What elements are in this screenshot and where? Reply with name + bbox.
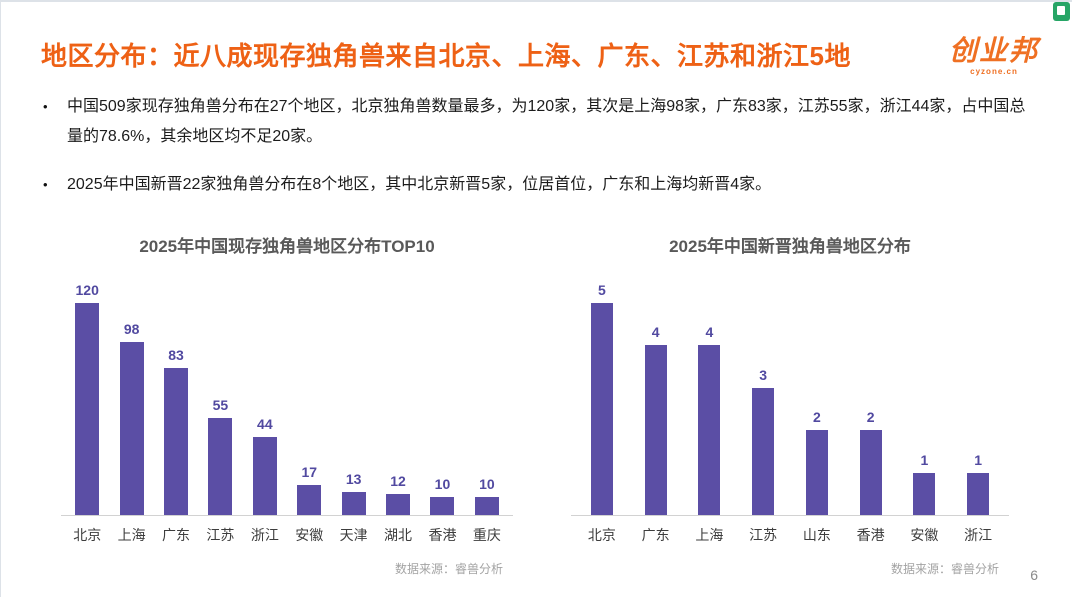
data-source-note: 数据来源：睿兽分析 xyxy=(890,562,999,576)
browser-extension-badge-icon[interactable] xyxy=(1053,2,1070,21)
chart-plot-area: 120 98 83 55 44 17 13 12 10 10 xyxy=(61,268,513,516)
bar-value-label: 98 xyxy=(123,321,140,337)
bar-column-广东: 4 xyxy=(629,324,683,515)
bar-column-北京: 5 xyxy=(575,282,629,515)
bar-value-label: 2 xyxy=(812,409,821,425)
bar-column-上海: 98 xyxy=(109,321,153,515)
bar-value-label: 83 xyxy=(168,347,184,363)
bar-column-江苏: 55 xyxy=(198,397,242,515)
chart-new-unicorns: 2025年中国新晋独角兽地区分布 5 4 4 3 2 2 1 1 北京 广东 上海 江苏 山东 香港 安徽… xyxy=(571,232,1009,577)
chart-category-axis: 北京 广东 上海 江苏 山东 香港 安徽 浙江 xyxy=(571,525,1009,545)
category-label: 江苏 xyxy=(749,527,778,543)
chart-category-axis: 北京 上海 广东 江苏 浙江 安徽 天津 湖北 香港 重庆 xyxy=(61,525,513,545)
category-label: 浙江 xyxy=(964,527,993,543)
bar-value-label: 44 xyxy=(257,416,273,432)
bar-column-重庆: 10 xyxy=(465,476,509,515)
bar-value-label: 1 xyxy=(920,452,929,468)
bar-column-北京: 120 xyxy=(65,282,109,515)
bar-value-label: 120 xyxy=(75,282,99,298)
bar-column-浙江: 1 xyxy=(951,452,1005,515)
bar xyxy=(752,388,775,515)
bar-value-label: 1 xyxy=(974,452,983,468)
bar-value-label: 10 xyxy=(434,476,451,492)
page-number: 6 xyxy=(1030,567,1038,583)
bullet-item: • 2025年中国新晋22家独角兽分布在8个地区，其中北京新晋5家，位居首位，广… xyxy=(41,170,1041,200)
charts-row: 2025年中国现存独角兽地区分布TOP10 120 98 83 55 44 17 13 12 1… xyxy=(61,232,1009,577)
bar xyxy=(75,303,100,515)
bar xyxy=(252,437,277,515)
bar-value-label: 4 xyxy=(705,324,714,340)
bar-value-label: 17 xyxy=(301,464,318,480)
data-source-note: 数据来源：睿兽分析 xyxy=(394,562,503,576)
bar-value-label: 5 xyxy=(597,282,606,298)
bar xyxy=(474,497,499,515)
bullet-dot-icon: • xyxy=(43,177,48,192)
category-label: 北京 xyxy=(73,527,102,543)
bar xyxy=(590,303,613,515)
bar-column-安徽: 1 xyxy=(898,452,952,515)
chart-title: 2025年中国新晋独角兽地区分布 xyxy=(669,237,911,256)
bar-column-上海: 4 xyxy=(683,324,737,515)
category-label: 重庆 xyxy=(472,527,501,543)
bar-value-label: 12 xyxy=(390,473,406,489)
bar-value-label: 55 xyxy=(212,397,229,413)
category-label: 江苏 xyxy=(206,527,235,543)
bar-value-label: 4 xyxy=(651,324,660,340)
bar xyxy=(430,497,455,515)
bar-column-山东: 2 xyxy=(790,409,844,515)
category-label: 香港 xyxy=(428,527,457,543)
bar xyxy=(967,473,990,515)
chart-title: 2025年中国现存独角兽地区分布TOP10 xyxy=(139,237,435,256)
bar-column-天津: 13 xyxy=(331,471,375,515)
category-label: 湖北 xyxy=(384,527,413,543)
category-label: 上海 xyxy=(117,527,146,543)
bar xyxy=(119,342,144,515)
bar-column-广东: 83 xyxy=(154,347,198,515)
bar xyxy=(644,345,667,515)
bar xyxy=(386,494,411,515)
bullet-text: 中国509家现存独角兽分布在27个地区，北京独角兽数量最多，为120家，其次是上… xyxy=(67,98,1026,145)
bullet-item: • 中国509家现存独角兽分布在27个地区，北京独角兽数量最多，为120家，其次… xyxy=(41,92,1041,152)
bar-value-label: 10 xyxy=(479,476,495,492)
category-label: 浙江 xyxy=(250,527,279,543)
category-label: 天津 xyxy=(339,527,368,543)
category-label: 上海 xyxy=(695,527,724,543)
category-label: 安徽 xyxy=(295,527,324,543)
bullet-text: 2025年中国新晋22家独角兽分布在8个地区，其中北京新晋5家，位居首位，广东和… xyxy=(67,176,772,193)
cyzone-logo: 创业邦 cyzone.cn xyxy=(944,35,1044,77)
bullet-dot-icon: • xyxy=(43,99,48,114)
category-label: 广东 xyxy=(162,527,191,543)
chart-existing-unicorns: 2025年中国现存独角兽地区分布TOP10 120 98 83 55 44 17 13 12 1… xyxy=(61,232,513,577)
bar xyxy=(208,418,233,515)
bar-column-安徽: 17 xyxy=(287,464,331,515)
bar-column-香港: 2 xyxy=(844,409,898,515)
category-label: 北京 xyxy=(587,527,616,543)
bar-value-label: 2 xyxy=(866,409,875,425)
bar-column-香港: 10 xyxy=(420,476,464,515)
bar xyxy=(913,473,936,515)
logo-subtext: cyzone.cn xyxy=(970,67,1018,76)
category-label: 广东 xyxy=(641,527,670,543)
bar xyxy=(859,430,882,515)
bar-column-湖北: 12 xyxy=(376,473,420,515)
bar xyxy=(805,430,828,515)
bar xyxy=(698,345,721,515)
bar-value-label: 3 xyxy=(759,367,768,383)
category-label: 香港 xyxy=(856,527,885,543)
logo-text: 创业邦 xyxy=(948,35,1039,66)
page-title: 地区分布：近八成现存独角兽来自北京、上海、广东、江苏和浙江5地 xyxy=(41,41,851,71)
bar xyxy=(164,368,189,515)
chart-plot-area: 5 4 4 3 2 2 1 1 xyxy=(571,268,1009,516)
bar xyxy=(341,492,366,515)
bar xyxy=(297,485,322,515)
bar-value-label: 13 xyxy=(345,471,362,487)
bar-column-江苏: 3 xyxy=(736,367,790,515)
category-label: 山东 xyxy=(802,527,831,543)
bar-column-浙江: 44 xyxy=(243,416,287,515)
category-label: 安徽 xyxy=(910,527,939,543)
summary-bullets: • 中国509家现存独角兽分布在27个地区，北京独角兽数量最多，为120家，其次… xyxy=(41,92,1041,218)
